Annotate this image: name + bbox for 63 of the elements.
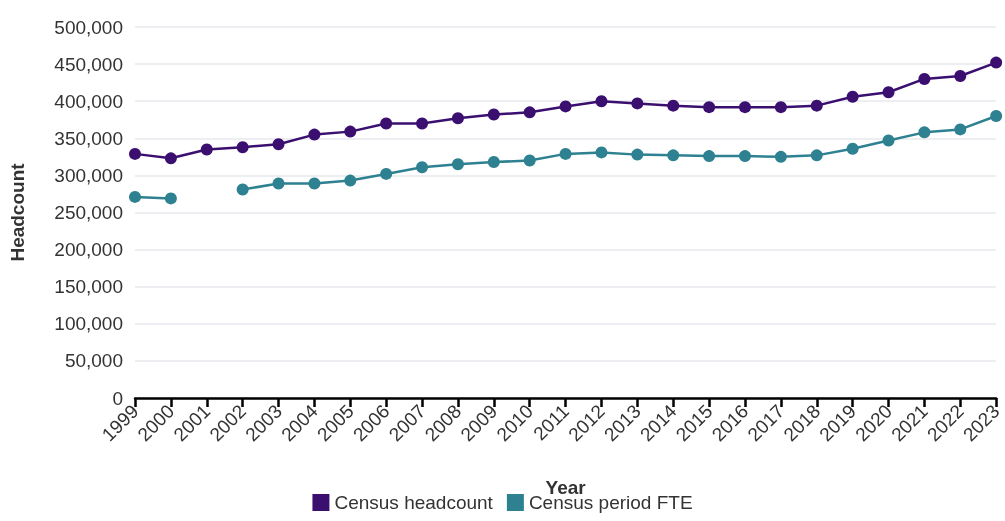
x-axis-title: Year [545, 477, 587, 498]
y-tick-label: 150,000 [54, 276, 123, 298]
point [308, 128, 321, 141]
point [667, 99, 680, 112]
point [882, 134, 895, 147]
point [487, 108, 500, 121]
point [344, 125, 357, 138]
point [918, 126, 931, 139]
y-tick-label: 0 [112, 387, 123, 409]
point [380, 167, 393, 180]
point [810, 99, 823, 112]
y-tick-label: 100,000 [54, 313, 123, 335]
point [129, 190, 141, 203]
point [774, 101, 787, 114]
point [810, 149, 823, 162]
y-tick-label: 400,000 [54, 90, 123, 112]
y-axis-title: Headcount [7, 162, 28, 262]
point [703, 150, 716, 163]
point [200, 143, 213, 156]
point [774, 150, 787, 163]
point [559, 147, 572, 160]
point [487, 156, 500, 169]
point [164, 192, 177, 205]
y-tick-label: 50,000 [64, 350, 123, 372]
point [846, 142, 859, 155]
point [990, 110, 1003, 123]
legend-label: Census headcount [334, 492, 494, 513]
point [380, 117, 393, 130]
point [272, 177, 285, 190]
point [631, 148, 644, 161]
point [990, 56, 1003, 69]
point [344, 174, 357, 187]
point [272, 138, 285, 151]
point [129, 147, 141, 160]
point [164, 152, 177, 165]
y-tick-label: 450,000 [54, 53, 123, 75]
point [703, 101, 716, 114]
y-tick-label: 250,000 [54, 202, 123, 223]
point [739, 150, 751, 163]
y-tick-label: 350,000 [54, 127, 123, 149]
point [846, 90, 859, 103]
point [451, 112, 464, 125]
point [595, 146, 608, 159]
point [451, 158, 464, 171]
point [523, 106, 536, 119]
point [954, 123, 967, 136]
point [631, 97, 644, 110]
point [523, 154, 536, 167]
point [739, 101, 751, 114]
point [416, 117, 429, 130]
point [236, 183, 249, 196]
point [882, 86, 895, 99]
y-tick-label: 200,000 [54, 239, 123, 261]
point [236, 141, 249, 154]
point [416, 161, 429, 174]
point [595, 95, 608, 108]
point [559, 100, 572, 113]
point [308, 177, 321, 190]
point [954, 69, 967, 82]
y-tick-label: 500,000 [54, 16, 123, 38]
point [667, 149, 680, 162]
point [918, 72, 931, 85]
y-tick-label: 300,000 [54, 164, 123, 186]
